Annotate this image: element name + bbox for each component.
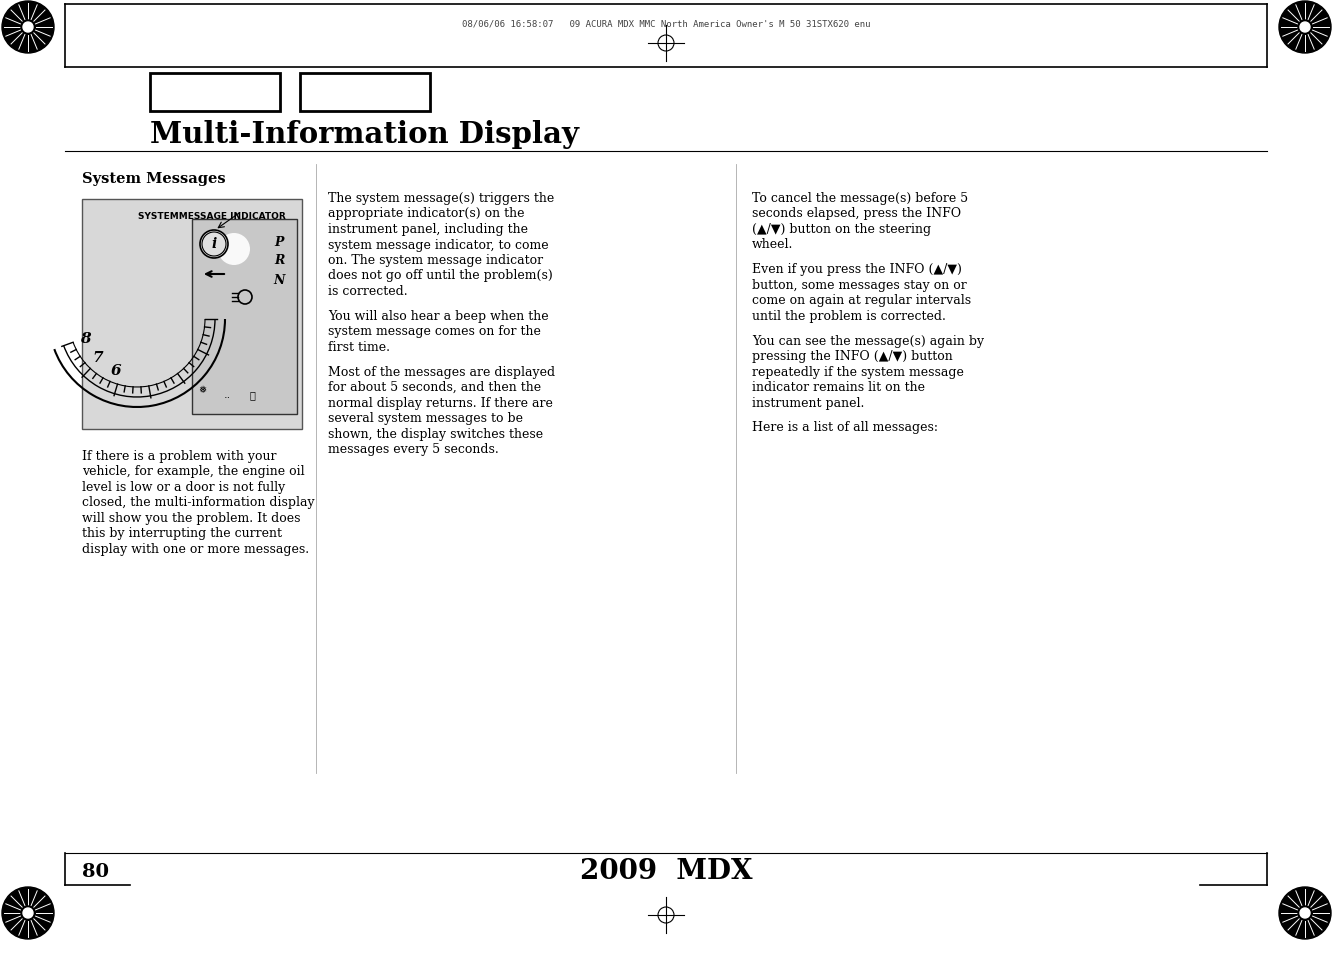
Circle shape bbox=[1300, 23, 1309, 33]
Circle shape bbox=[1300, 908, 1309, 918]
Circle shape bbox=[21, 21, 35, 35]
Text: display with one or more messages.: display with one or more messages. bbox=[83, 542, 309, 556]
Text: You will also hear a beep when the: You will also hear a beep when the bbox=[328, 310, 549, 322]
Text: 8: 8 bbox=[80, 332, 91, 345]
Circle shape bbox=[1297, 21, 1312, 35]
Text: button, some messages stay on or: button, some messages stay on or bbox=[753, 278, 967, 292]
Text: messages every 5 seconds.: messages every 5 seconds. bbox=[328, 442, 498, 456]
Circle shape bbox=[3, 2, 55, 54]
Text: ⏻: ⏻ bbox=[249, 390, 254, 399]
Text: instrument panel, including the: instrument panel, including the bbox=[328, 223, 527, 235]
Text: closed, the multi-information display: closed, the multi-information display bbox=[83, 496, 314, 509]
Circle shape bbox=[1279, 2, 1331, 54]
Text: wheel.: wheel. bbox=[753, 238, 794, 252]
Text: several system messages to be: several system messages to be bbox=[328, 412, 523, 425]
Text: If there is a problem with your: If there is a problem with your bbox=[83, 450, 277, 462]
Text: P: P bbox=[274, 235, 284, 248]
Text: system message comes on for the: system message comes on for the bbox=[328, 325, 541, 338]
Text: (▲/▼) button on the steering: (▲/▼) button on the steering bbox=[753, 223, 931, 235]
Text: does not go off until the problem(s): does not go off until the problem(s) bbox=[328, 269, 553, 282]
Text: seconds elapsed, press the INFO: seconds elapsed, press the INFO bbox=[753, 208, 962, 220]
Circle shape bbox=[21, 906, 35, 920]
Text: come on again at regular intervals: come on again at regular intervals bbox=[753, 294, 971, 307]
Text: vehicle, for example, the engine oil: vehicle, for example, the engine oil bbox=[83, 465, 305, 478]
Text: first time.: first time. bbox=[328, 340, 390, 354]
Text: N: N bbox=[273, 274, 285, 286]
Text: system message indicator, to come: system message indicator, to come bbox=[328, 238, 549, 252]
Text: The system message(s) triggers the: The system message(s) triggers the bbox=[328, 192, 554, 205]
Text: R: R bbox=[274, 254, 284, 267]
Text: instrument panel.: instrument panel. bbox=[753, 396, 864, 409]
Text: Here is a list of all messages:: Here is a list of all messages: bbox=[753, 421, 938, 434]
Circle shape bbox=[3, 887, 55, 939]
Bar bbox=[151, 74, 280, 112]
Bar bbox=[300, 74, 430, 112]
Text: 2009  MDX: 2009 MDX bbox=[579, 858, 753, 884]
Text: 7: 7 bbox=[92, 351, 103, 365]
Text: Most of the messages are displayed: Most of the messages are displayed bbox=[328, 365, 555, 378]
Circle shape bbox=[218, 233, 250, 266]
Text: ..: .. bbox=[224, 390, 230, 399]
Text: for about 5 seconds, and then the: for about 5 seconds, and then the bbox=[328, 380, 541, 394]
Text: SYSTEMMESSAGE INDICATOR: SYSTEMMESSAGE INDICATOR bbox=[139, 212, 286, 221]
Text: Multi-Information Display: Multi-Information Display bbox=[151, 120, 579, 149]
Text: ❅: ❅ bbox=[198, 385, 206, 395]
Text: i: i bbox=[212, 236, 217, 251]
Text: this by interrupting the current: this by interrupting the current bbox=[83, 527, 282, 540]
Circle shape bbox=[1279, 887, 1331, 939]
Text: on. The system message indicator: on. The system message indicator bbox=[328, 253, 543, 267]
Text: is corrected.: is corrected. bbox=[328, 285, 408, 297]
Bar bbox=[83, 200, 302, 430]
Text: Even if you press the INFO (▲/▼): Even if you press the INFO (▲/▼) bbox=[753, 263, 962, 276]
Text: You can see the message(s) again by: You can see the message(s) again by bbox=[753, 335, 984, 347]
Text: normal display returns. If there are: normal display returns. If there are bbox=[328, 396, 553, 409]
Text: pressing the INFO (▲/▼) button: pressing the INFO (▲/▼) button bbox=[753, 350, 952, 363]
Text: 6: 6 bbox=[111, 364, 121, 377]
Text: appropriate indicator(s) on the: appropriate indicator(s) on the bbox=[328, 208, 525, 220]
Circle shape bbox=[23, 908, 33, 918]
Text: To cancel the message(s) before 5: To cancel the message(s) before 5 bbox=[753, 192, 968, 205]
Circle shape bbox=[200, 231, 228, 258]
Circle shape bbox=[23, 23, 33, 33]
Text: System Messages: System Messages bbox=[83, 172, 225, 186]
Text: shown, the display switches these: shown, the display switches these bbox=[328, 427, 543, 440]
Text: 80: 80 bbox=[83, 862, 109, 880]
Text: indicator remains lit on the: indicator remains lit on the bbox=[753, 380, 924, 394]
Bar bbox=[192, 220, 297, 415]
Text: will show you the problem. It does: will show you the problem. It does bbox=[83, 512, 301, 524]
Text: level is low or a door is not fully: level is low or a door is not fully bbox=[83, 480, 285, 494]
Text: repeatedly if the system message: repeatedly if the system message bbox=[753, 365, 964, 378]
Text: until the problem is corrected.: until the problem is corrected. bbox=[753, 310, 946, 322]
Circle shape bbox=[1297, 906, 1312, 920]
Text: 08/06/06 16:58:07   09 ACURA MDX MMC North America Owner's M 50 31STX620 enu: 08/06/06 16:58:07 09 ACURA MDX MMC North… bbox=[462, 19, 870, 29]
